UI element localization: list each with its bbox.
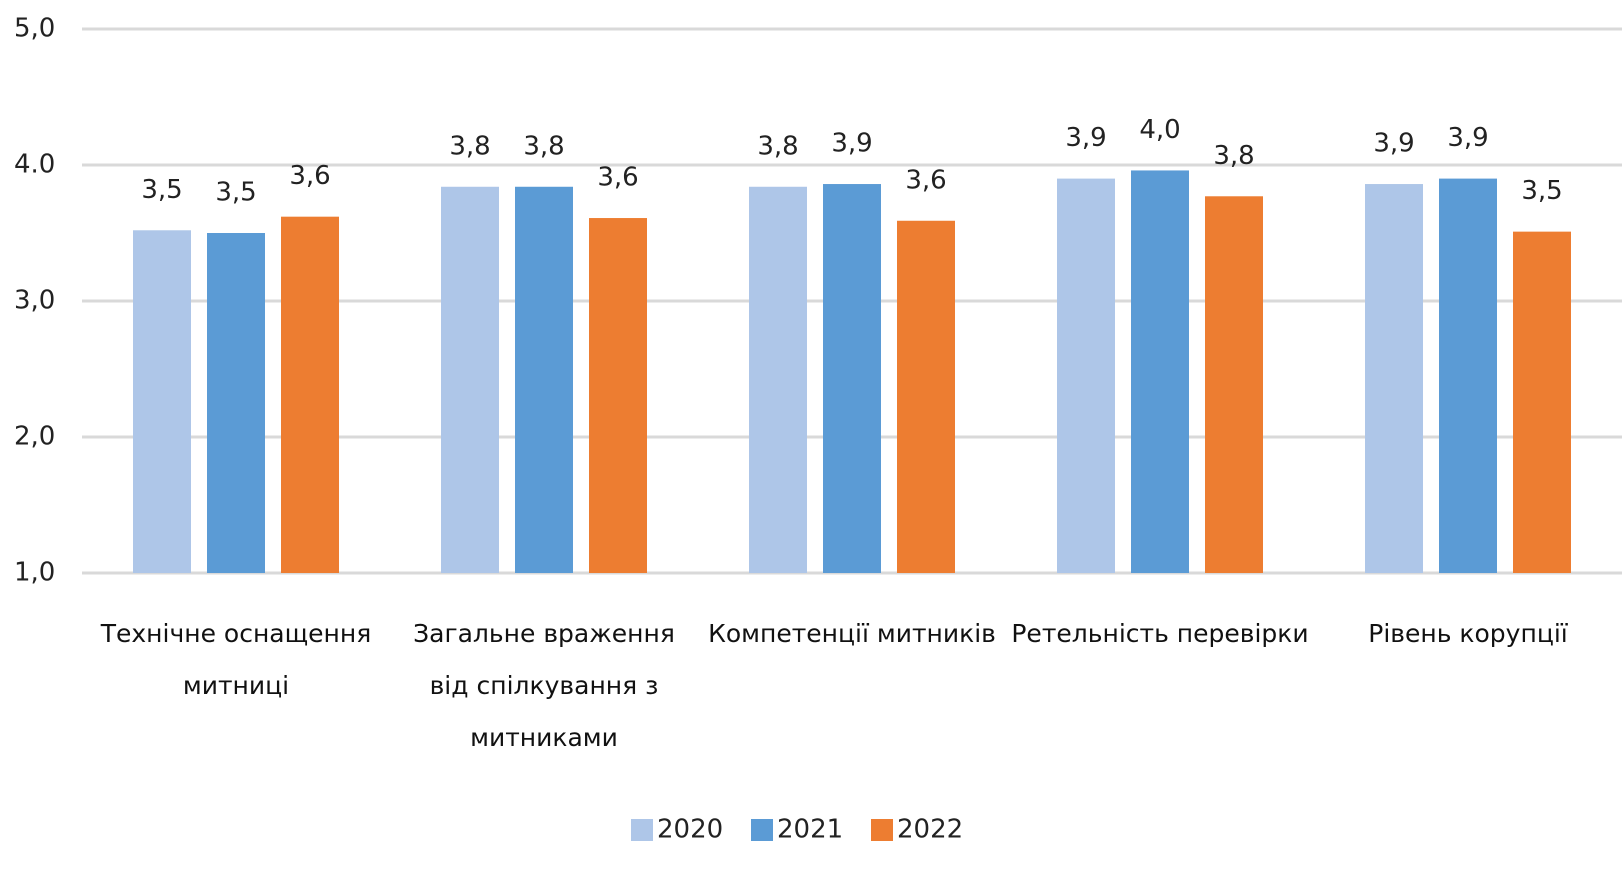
- data-label: 3,5: [1521, 176, 1562, 206]
- bar: [897, 220, 955, 573]
- bar: [441, 186, 499, 573]
- legend-swatch: [751, 819, 773, 841]
- bar: [133, 230, 191, 573]
- x-tick-label: Ретельність перевірки: [1011, 619, 1309, 648]
- y-tick-label: 2,0: [14, 422, 55, 452]
- data-label: 3,8: [1213, 141, 1254, 171]
- legend-swatch: [871, 819, 893, 841]
- bar: [823, 184, 881, 574]
- data-label: 3,9: [831, 129, 872, 159]
- data-label: 3,5: [141, 175, 182, 205]
- bar: [1131, 170, 1189, 573]
- y-tick-label: 5,0: [14, 14, 55, 44]
- data-label: 3,6: [905, 165, 946, 195]
- data-label: 3,8: [449, 131, 490, 161]
- data-label: 3,9: [1373, 129, 1414, 159]
- x-tick-label: Технічне оснащення митниці: [100, 619, 372, 700]
- bar: [749, 186, 807, 573]
- bar: [1439, 178, 1497, 573]
- data-label: 3,6: [597, 163, 638, 193]
- data-label: 3,8: [523, 131, 564, 161]
- x-tick-label: Загальне враження від спілкування з митн…: [413, 619, 675, 752]
- bar: [1205, 196, 1263, 573]
- y-tick-label: 4.0: [14, 150, 55, 180]
- x-tick-label: Рівень корупції: [1368, 619, 1568, 648]
- bar: [589, 218, 647, 574]
- bar: [1365, 184, 1423, 574]
- bar: [515, 186, 573, 573]
- data-label: 3,5: [215, 178, 256, 208]
- legend-swatch: [631, 819, 653, 841]
- x-tick-label: Компетенції митників: [708, 619, 996, 648]
- data-label: 4,0: [1139, 115, 1180, 145]
- bar: [1513, 231, 1571, 573]
- bar: [281, 216, 339, 573]
- y-tick-label: 1,0: [14, 558, 55, 588]
- data-label: 3,9: [1447, 123, 1488, 153]
- y-tick-label: 3,0: [14, 286, 55, 316]
- data-label: 3,8: [757, 131, 798, 161]
- data-label: 3,6: [289, 161, 330, 191]
- legend-label: 2020: [657, 815, 723, 845]
- bar: [1057, 178, 1115, 573]
- legend-label: 2022: [897, 815, 963, 845]
- data-label: 3,9: [1065, 123, 1106, 153]
- bar: [207, 233, 265, 573]
- legend-label: 2021: [777, 815, 843, 845]
